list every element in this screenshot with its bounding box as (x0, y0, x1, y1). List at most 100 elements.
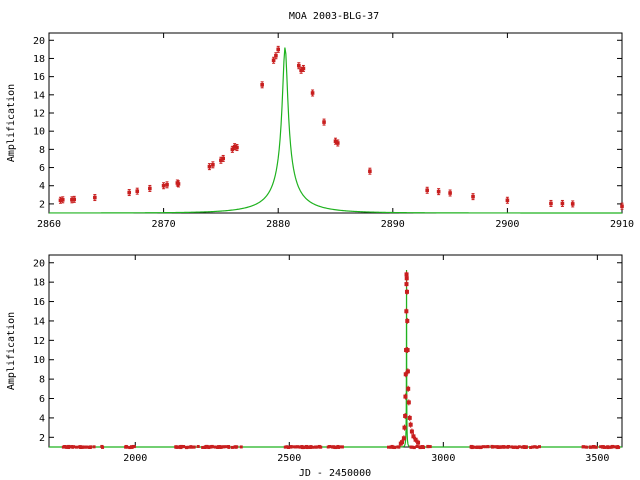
data-point (301, 64, 306, 72)
peak-point (404, 288, 409, 295)
top-y-tick-label: 18 (33, 54, 45, 65)
baseline-point (531, 445, 535, 449)
bottom-y-tick-label: 6 (39, 394, 45, 405)
top-x-tick-label: 2890 (381, 219, 405, 230)
baseline-point (481, 445, 485, 449)
baseline-point (529, 445, 533, 449)
bottom-x-axis-label: JD - 2450000 (299, 468, 371, 479)
data-point (620, 202, 624, 210)
baseline-point (535, 445, 539, 449)
bottom-panel: 2000 2500 3000 3500 2 4 6 8 10 12 14 16 18 20 Amplifi… (6, 254, 623, 479)
peak-point (403, 393, 408, 400)
baseline-point (283, 445, 287, 449)
top-y-tick-label: 4 (39, 181, 45, 192)
top-y-tick-label: 6 (39, 163, 45, 174)
baseline-point (504, 445, 508, 449)
baseline-point (593, 445, 597, 449)
baseline-point (315, 445, 319, 449)
baseline-point (506, 445, 510, 449)
baseline-point (129, 445, 133, 449)
bottom-y-axis-label: Amplification (6, 312, 17, 390)
data-point (436, 188, 441, 196)
baseline-point (302, 445, 306, 449)
baseline-point (124, 444, 128, 448)
baseline-point (205, 444, 209, 448)
baseline-point (520, 445, 524, 449)
baseline-point (515, 446, 519, 450)
baseline-point (230, 445, 234, 449)
peak-point (405, 347, 410, 354)
baseline-point (79, 445, 83, 449)
baseline-point (517, 445, 521, 449)
baseline-point (286, 445, 290, 449)
baseline-point (128, 446, 132, 450)
baseline-point (298, 445, 302, 449)
peak-point (402, 424, 407, 431)
bottom-y-tick-label: 10 (33, 355, 45, 366)
baseline-point (71, 445, 75, 449)
baseline-point (615, 446, 619, 450)
baseline-point (83, 445, 87, 449)
baseline-point (389, 445, 393, 449)
baseline-point (533, 445, 537, 449)
peak-point (403, 371, 408, 378)
baseline-point (233, 445, 237, 449)
baseline-point (415, 444, 419, 448)
data-point (448, 189, 452, 197)
baseline-point (74, 445, 78, 449)
top-x-tick-label: 2900 (495, 219, 519, 230)
bottom-x-tick-label: 3500 (585, 453, 609, 464)
top-x-tick-label: 2880 (266, 219, 290, 230)
data-point (276, 45, 280, 53)
baseline-point (210, 444, 214, 448)
bottom-y-tick-label: 8 (39, 375, 45, 386)
bottom-plot-frame (48, 254, 623, 448)
baseline-point (588, 445, 592, 449)
bottom-y-tick-label: 16 (33, 297, 45, 308)
top-plot-frame (48, 32, 623, 214)
baseline-point (611, 445, 615, 449)
data-point (72, 195, 77, 203)
baseline-point (181, 445, 185, 449)
top-y-axis-label: Amplification (6, 84, 17, 162)
baseline-point (314, 445, 318, 449)
baseline-point (304, 445, 308, 449)
baseline-point (470, 446, 474, 450)
top-y-tick-label: 8 (39, 145, 45, 156)
baseline-point (61, 445, 65, 449)
baseline-point (426, 445, 430, 449)
data-point (368, 167, 372, 175)
baseline-point (386, 445, 390, 449)
baseline-point (132, 445, 136, 449)
bottom-y-tick-label: 4 (39, 413, 45, 424)
baseline-point (186, 445, 190, 449)
bottom-x-tick-label: 3000 (431, 453, 455, 464)
baseline-point (203, 445, 207, 449)
baseline-point (428, 445, 432, 449)
data-point (176, 180, 181, 188)
baseline-point (332, 445, 336, 449)
baseline-point (608, 445, 612, 449)
top-x-tick-label: 2910 (610, 219, 634, 230)
baseline-point (319, 445, 323, 449)
baseline-point (473, 445, 477, 449)
baseline-point (599, 445, 603, 449)
data-point (560, 199, 565, 207)
baseline-point (311, 445, 315, 449)
baseline-point (594, 445, 598, 449)
baseline-point (285, 445, 289, 449)
baseline-point (613, 445, 617, 449)
baseline-point (409, 445, 413, 449)
baseline-point (179, 446, 183, 450)
top-model-curve (48, 47, 622, 214)
top-y-tick-label: 20 (33, 36, 45, 47)
top-data-points (58, 45, 624, 210)
top-panel: 2860 2870 2880 2890 2900 2910 2 4 6 8 10 12 14 16 18 20… (6, 32, 634, 230)
baseline-point (177, 445, 181, 449)
baseline-point (479, 446, 483, 450)
bottom-y-tick-label: 20 (33, 258, 45, 269)
baseline-point (191, 445, 195, 449)
baseline-point (493, 445, 497, 449)
data-point (161, 182, 166, 190)
baseline-point (289, 445, 293, 449)
